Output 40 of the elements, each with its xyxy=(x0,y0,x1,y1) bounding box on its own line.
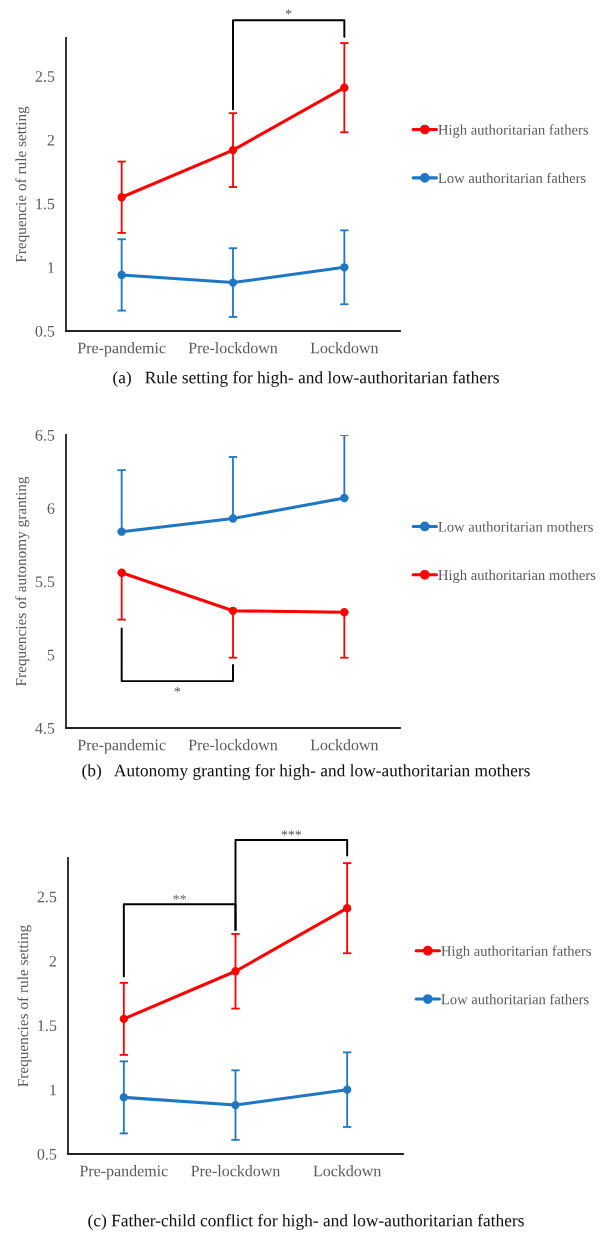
y-tick-label: 1 xyxy=(50,1084,56,1096)
x-tick-label: Pre-pandemic xyxy=(77,342,166,357)
x-tick-label: Pre-lockdown xyxy=(191,1165,281,1177)
text: (c) Father-child conflict for high- and low-authoritarian fathers xyxy=(88,1214,524,1230)
y-axis-title: Frequencie of rule setting xyxy=(15,106,30,263)
x-tick-label: Pre-lockdown xyxy=(188,739,278,751)
legend-label: High authoritarian fathers xyxy=(441,945,592,959)
legend-label: High authoritarian fathers xyxy=(438,124,589,138)
y-tick-label: 2 xyxy=(49,955,57,967)
text: * xyxy=(285,9,292,15)
x-tick-label: Lockdown xyxy=(310,342,379,354)
legend-label: High authoritarian mothers xyxy=(438,569,596,584)
x-tick-label: Lockdown xyxy=(313,1165,382,1177)
y-tick-label: 1.5 xyxy=(38,1020,57,1032)
y-tick-label: 2 xyxy=(47,134,55,146)
y-tick-label: 6 xyxy=(47,503,55,514)
text: (b) Autonomy granting for high- and low-authoritarian mothers xyxy=(82,764,530,780)
y-tick-label: 1.5 xyxy=(36,198,55,210)
y-tick-label: 2.5 xyxy=(37,891,57,903)
annotation: * xyxy=(174,687,181,693)
legend-label: Low authoritarian fathers xyxy=(441,993,589,1005)
y-axis-title: Frequencies of rule setting xyxy=(17,925,32,1087)
y-axis-title: Frequencies of autonomy granting xyxy=(15,476,30,687)
x-tick-label: Pre-lockdown xyxy=(188,342,278,354)
text: *** xyxy=(281,830,302,836)
y-tick-label: 5.5 xyxy=(35,576,55,588)
y-tick-label: 4.5 xyxy=(35,723,55,734)
y-tick-label: 1 xyxy=(48,262,54,273)
x-tick-label: Pre-pandemic xyxy=(79,1165,168,1180)
annotation: ** xyxy=(173,894,186,900)
y-tick-label: 2.5 xyxy=(35,71,55,82)
y-tick-label: 0.5 xyxy=(35,325,55,337)
y-tick-label: 0.5 xyxy=(37,1148,57,1160)
x-tick-label: Lockdown xyxy=(310,739,379,751)
x-tick-label: Pre-pandemic xyxy=(77,739,166,754)
text: (a) Rule setting for high- and low-authoritarian fathers xyxy=(113,371,499,387)
legend-label: Low authoritarian fathers xyxy=(438,172,586,184)
legend-label: Low authoritarian mothers xyxy=(438,521,593,532)
y-tick-label: 6.5 xyxy=(35,429,55,441)
y-tick-label: 5 xyxy=(47,649,55,661)
